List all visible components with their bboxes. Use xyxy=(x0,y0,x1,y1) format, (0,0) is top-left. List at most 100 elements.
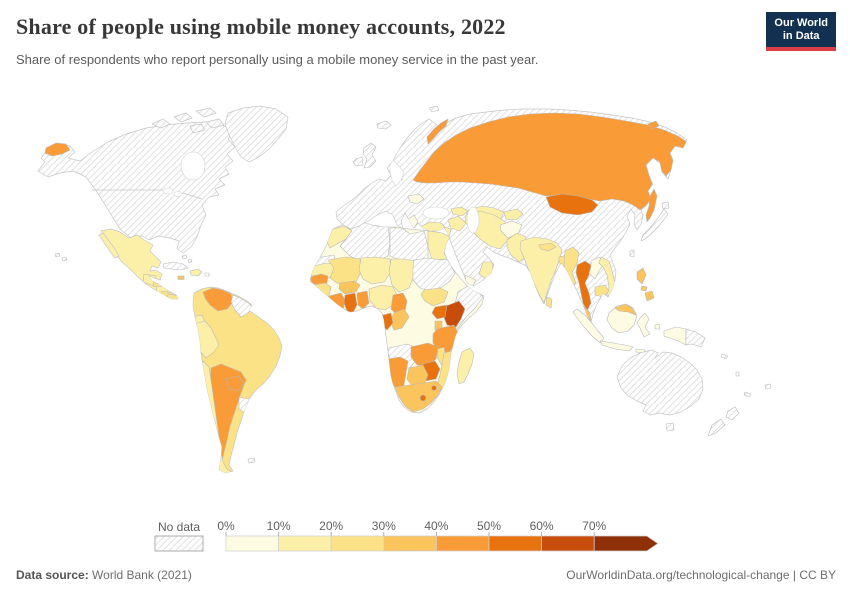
country-cuba[interactable] xyxy=(162,261,189,271)
country-paraguay[interactable] xyxy=(225,375,245,392)
country-taiwan[interactable] xyxy=(629,249,635,258)
country-sudan[interactable] xyxy=(412,257,456,292)
country-sri-lanka[interactable] xyxy=(545,296,553,309)
chart-footer: Data source: World Bank (2021) OurWorldi… xyxy=(0,564,850,590)
country-mexico-baja[interactable] xyxy=(98,232,120,259)
country-eswatini[interactable] xyxy=(431,385,437,391)
country-niger[interactable] xyxy=(358,256,392,285)
country-togo-benin[interactable] xyxy=(356,290,370,310)
region-eurasia xyxy=(335,108,688,323)
legend-band-40-50%[interactable] xyxy=(436,535,490,552)
country-papua-new-guinea[interactable] xyxy=(685,328,706,348)
country-japan[interactable] xyxy=(640,201,670,242)
country-russia-sakhalin[interactable] xyxy=(645,188,658,223)
country-mongolia[interactable] xyxy=(545,193,599,216)
country-russia-novaya-zemlya[interactable] xyxy=(426,118,449,145)
legend-tick-label-20%: 20% xyxy=(319,519,343,533)
chart-subtitle: Share of respondents who report personal… xyxy=(16,52,539,67)
legend-no-data-label: No data xyxy=(158,520,200,534)
country-burkina-faso[interactable] xyxy=(338,280,361,295)
country-iceland[interactable] xyxy=(376,120,392,130)
page-title: Share of people using mobile money accou… xyxy=(16,14,506,39)
country-indonesia[interactable] xyxy=(572,303,687,354)
legend-band-50-60%[interactable] xyxy=(488,535,542,552)
country-south-africa[interactable] xyxy=(394,380,443,413)
country-romania[interactable] xyxy=(407,193,425,205)
country-dominican-republic[interactable] xyxy=(189,268,203,277)
country-venezuela[interactable] xyxy=(202,287,234,312)
data-source-label: Data source: xyxy=(16,568,89,582)
map-legend: No data 0% 10% 20% 30% 40% 50% 60% 70% xyxy=(154,519,659,552)
legend-tick-label-60%: 60% xyxy=(530,519,554,533)
country-south-sudan[interactable] xyxy=(420,287,449,307)
black-sea xyxy=(422,206,450,220)
country-libya[interactable] xyxy=(389,227,429,263)
us-canada-border xyxy=(92,189,203,200)
country-guyanas[interactable] xyxy=(230,294,253,318)
country-cambodia[interactable] xyxy=(594,284,610,298)
country-russia[interactable] xyxy=(412,112,687,211)
country-jamaica[interactable] xyxy=(177,275,185,280)
country-guinea[interactable] xyxy=(312,282,332,298)
owid-logo-line2: in Data xyxy=(782,30,820,42)
country-panama[interactable] xyxy=(166,293,179,302)
country-madagascar[interactable] xyxy=(456,347,475,385)
country-liberia[interactable] xyxy=(317,299,332,313)
license-link[interactable]: OurWorldinData.org/technological-change … xyxy=(566,568,836,582)
country-nepal[interactable] xyxy=(538,242,557,252)
country-greenland[interactable] xyxy=(224,105,289,163)
legend-tick-label-40%: 40% xyxy=(424,519,448,533)
country-hawaii[interactable] xyxy=(54,252,68,262)
world-choropleth-map: No data 0% 10% 20% 30% 40% 50% 60% 70% xyxy=(37,105,772,552)
legend-band-20-30%[interactable] xyxy=(330,535,385,552)
country-puerto-rico[interactable] xyxy=(204,272,210,277)
legend-tick-label-50%: 50% xyxy=(477,519,501,533)
legend-band-60-70%[interactable] xyxy=(541,535,595,552)
legend-tick-label-0%: 0% xyxy=(217,519,235,533)
legend-tick-label-30%: 30% xyxy=(372,519,396,533)
country-canada-usa[interactable] xyxy=(37,121,236,254)
country-ireland[interactable] xyxy=(352,156,364,167)
legend-band-10-20%[interactable] xyxy=(278,535,332,552)
region-south-america xyxy=(192,286,283,474)
region-islands xyxy=(44,105,772,437)
country-falkland-islands[interactable] xyxy=(247,457,256,464)
country-russia-chukotka-west[interactable] xyxy=(44,142,71,157)
legend-tick-label-70%: 70% xyxy=(582,519,606,533)
country-india[interactable] xyxy=(519,236,563,304)
legend-tick-label-10%: 10% xyxy=(267,519,291,533)
country-uganda[interactable] xyxy=(431,304,448,320)
legend-no-data-swatch[interactable] xyxy=(154,535,204,552)
legend-band-0-10%[interactable] xyxy=(225,535,279,552)
baltic-sea xyxy=(389,159,405,187)
data-source: Data source: World Bank (2021) xyxy=(16,568,192,582)
great-lakes xyxy=(162,187,174,195)
country-egypt[interactable] xyxy=(427,230,451,261)
hudson-bay xyxy=(180,151,206,181)
country-malaysia-borneo[interactable] xyxy=(614,304,637,316)
country-philippines[interactable] xyxy=(636,267,655,302)
legend-band-30-40%[interactable] xyxy=(383,535,437,552)
country-svalbard[interactable] xyxy=(428,105,440,113)
country-iraq[interactable] xyxy=(447,215,467,232)
country-bahamas[interactable] xyxy=(181,254,193,264)
data-source-value: World Bank (2021) xyxy=(88,568,192,582)
country-russia-new-siberian[interactable] xyxy=(647,120,660,130)
country-caucasus[interactable] xyxy=(450,206,469,217)
legend-band-70%+[interactable] xyxy=(593,535,659,552)
country-tasmania[interactable] xyxy=(665,422,675,432)
country-sierra-leone[interactable] xyxy=(310,293,320,305)
caspian-sea xyxy=(466,206,480,234)
country-chad[interactable] xyxy=(388,258,415,293)
country-pacific-islands[interactable] xyxy=(720,353,772,398)
country-lesotho[interactable] xyxy=(419,394,427,402)
country-united-kingdom[interactable] xyxy=(362,142,377,169)
region-caribbean xyxy=(162,254,210,280)
owid-logo[interactable]: Our World in Data xyxy=(766,12,836,51)
great-lakes xyxy=(173,191,183,197)
country-cote-divoire[interactable] xyxy=(327,292,346,313)
country-australia[interactable] xyxy=(616,349,704,416)
region-north-america xyxy=(37,105,289,262)
country-new-zealand[interactable] xyxy=(707,406,740,437)
